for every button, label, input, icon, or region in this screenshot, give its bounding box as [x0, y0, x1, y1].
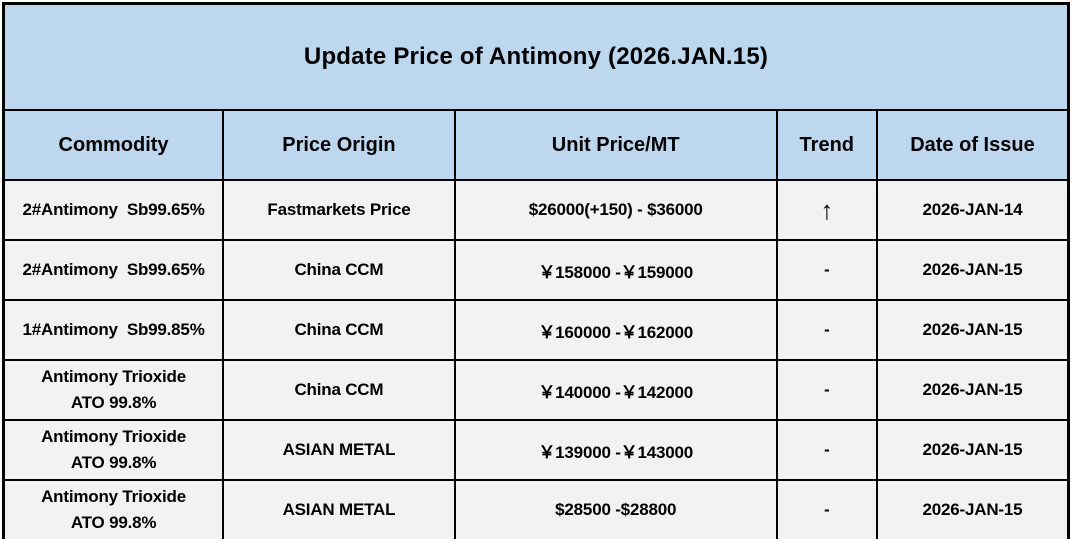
price-origin-cell: ASIAN METAL [222, 419, 456, 481]
table-row: Antimony Trioxide ATO 99.8% ASIAN METAL … [2, 479, 1070, 539]
commodity-cell: Antimony Trioxide ATO 99.8% [2, 479, 225, 539]
price-origin-cell: China CCM [222, 239, 456, 301]
date-of-issue-cell: 2026-JAN-14 [875, 179, 1070, 241]
table-row: 2#Antimony Sb99.65% China CCM ￥158000 -￥… [2, 239, 1070, 301]
date-of-issue-cell: 2026-JAN-15 [875, 299, 1070, 361]
col-header-date-of-issue: Date of Issue [875, 109, 1070, 181]
price-origin-cell: ASIAN METAL [222, 479, 456, 539]
unit-price-cell: ￥160000 -￥162000 [453, 299, 778, 361]
unit-price-cell: ￥140000 -￥142000 [453, 359, 778, 421]
commodity-cell: Antimony Trioxide ATO 99.8% [2, 419, 225, 481]
trend-flat-indicator: - [775, 359, 878, 421]
price-origin-cell: China CCM [222, 299, 456, 361]
page-title: Update Price of Antimony (2026.JAN.15) [2, 2, 1070, 111]
commodity-cell: 2#Antimony Sb99.65% [2, 239, 225, 301]
date-of-issue-cell: 2026-JAN-15 [875, 419, 1070, 481]
unit-price-cell: $28500 -$28800 [453, 479, 778, 539]
date-of-issue-cell: 2026-JAN-15 [875, 359, 1070, 421]
date-of-issue-cell: 2026-JAN-15 [875, 239, 1070, 301]
col-header-price-origin: Price Origin [222, 109, 456, 181]
trend-flat-indicator: - [775, 239, 878, 301]
col-header-unit-price: Unit Price/MT [453, 109, 778, 181]
unit-price-cell: ￥139000 -￥143000 [453, 419, 778, 481]
unit-price-cell: $26000(+150) - $36000 [453, 179, 778, 241]
trend-flat-indicator: - [775, 419, 878, 481]
table-row: Antimony Trioxide ATO 99.8% China CCM ￥1… [2, 359, 1070, 421]
trend-up-indicator: ↑ [775, 179, 878, 241]
col-header-trend: Trend [775, 109, 878, 181]
table-row: Antimony Trioxide ATO 99.8% ASIAN METAL … [2, 419, 1070, 481]
table-row: 2#Antimony Sb99.65% Fastmarkets Price $2… [2, 179, 1070, 241]
trend-flat-indicator: - [775, 299, 878, 361]
table-row: 1#Antimony Sb99.85% China CCM ￥160000 -￥… [2, 299, 1070, 361]
commodity-cell: Antimony Trioxide ATO 99.8% [2, 359, 225, 421]
title-row: Update Price of Antimony (2026.JAN.15) [2, 2, 1070, 111]
price-origin-cell: China CCM [222, 359, 456, 421]
price-origin-cell: Fastmarkets Price [222, 179, 456, 241]
date-of-issue-cell: 2026-JAN-15 [875, 479, 1070, 539]
col-header-commodity: Commodity [2, 109, 225, 181]
commodity-cell: 1#Antimony Sb99.85% [2, 299, 225, 361]
unit-price-cell: ￥158000 -￥159000 [453, 239, 778, 301]
trend-flat-indicator: - [775, 479, 878, 539]
column-header-row: Commodity Price Origin Unit Price/MT Tre… [2, 109, 1070, 181]
commodity-cell: 2#Antimony Sb99.65% [2, 179, 225, 241]
